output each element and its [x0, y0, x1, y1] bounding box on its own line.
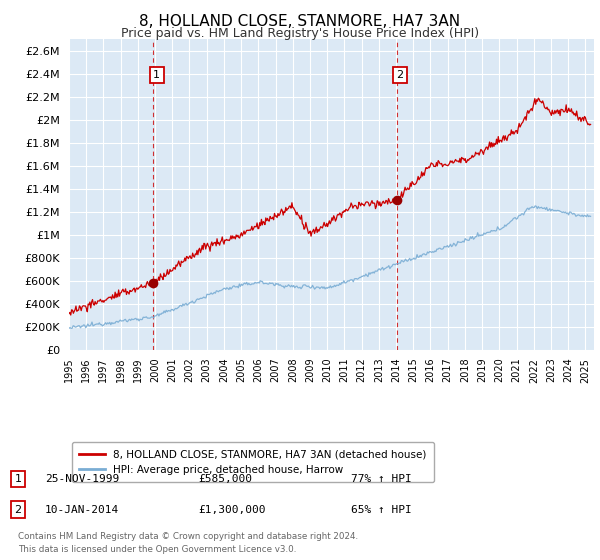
- Text: Price paid vs. HM Land Registry's House Price Index (HPI): Price paid vs. HM Land Registry's House …: [121, 27, 479, 40]
- Text: £1,300,000: £1,300,000: [198, 505, 265, 515]
- Text: 25-NOV-1999: 25-NOV-1999: [45, 474, 119, 484]
- Text: 10-JAN-2014: 10-JAN-2014: [45, 505, 119, 515]
- Text: 65% ↑ HPI: 65% ↑ HPI: [351, 505, 412, 515]
- Text: 77% ↑ HPI: 77% ↑ HPI: [351, 474, 412, 484]
- Text: £585,000: £585,000: [198, 474, 252, 484]
- Legend: 8, HOLLAND CLOSE, STANMORE, HA7 3AN (detached house), HPI: Average price, detach: 8, HOLLAND CLOSE, STANMORE, HA7 3AN (det…: [71, 442, 434, 482]
- Text: 8, HOLLAND CLOSE, STANMORE, HA7 3AN: 8, HOLLAND CLOSE, STANMORE, HA7 3AN: [139, 14, 461, 29]
- Text: 1: 1: [14, 474, 22, 484]
- Text: Contains HM Land Registry data © Crown copyright and database right 2024.: Contains HM Land Registry data © Crown c…: [18, 532, 358, 541]
- Text: 2: 2: [397, 70, 404, 80]
- Text: 1: 1: [153, 70, 160, 80]
- Text: 2: 2: [14, 505, 22, 515]
- Text: This data is licensed under the Open Government Licence v3.0.: This data is licensed under the Open Gov…: [18, 545, 296, 554]
